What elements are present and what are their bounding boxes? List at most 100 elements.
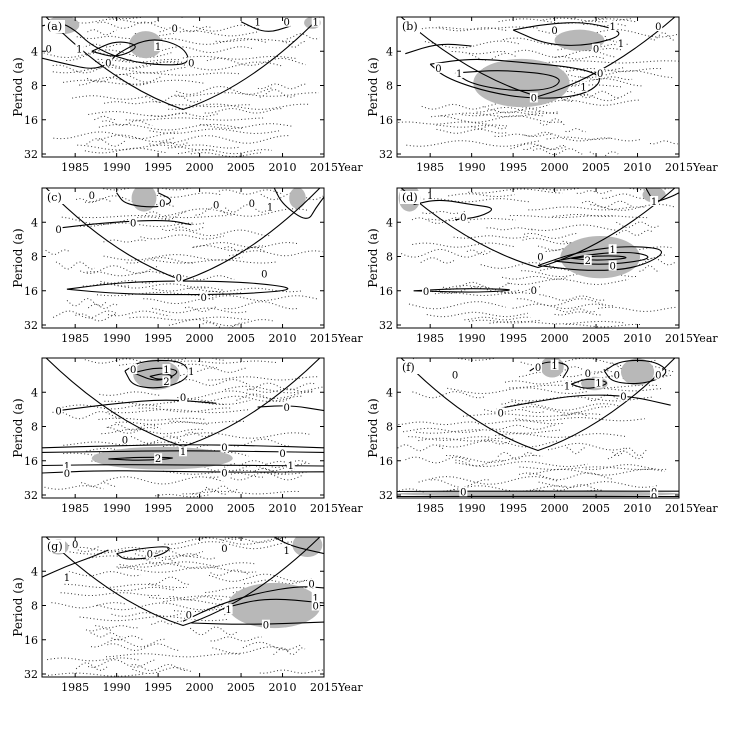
contour-label: 1 [427, 191, 433, 202]
negative-contour [90, 638, 165, 648]
negative-contour [616, 221, 659, 229]
contour-label: 0 [221, 443, 227, 454]
negative-contour [79, 76, 148, 86]
negative-contour [464, 316, 531, 321]
negative-contour [131, 663, 187, 672]
negative-contour [79, 615, 229, 622]
contour-label: 1 [267, 202, 273, 213]
contour-level-0 [42, 470, 324, 474]
negative-contour [140, 234, 225, 240]
y-tick-label: 8 [386, 251, 393, 264]
contour-label-bg [583, 255, 592, 266]
negative-contour [462, 413, 602, 418]
x-tick-label: 1995 [499, 502, 527, 515]
contour-label-bg [426, 189, 435, 200]
negative-contour [107, 310, 171, 317]
contour-level-1 [42, 464, 324, 467]
contour-label: 0 [201, 293, 207, 304]
contour-label: 0 [221, 469, 227, 480]
contour-label: 0 [221, 544, 227, 555]
contour-label-bg [654, 21, 663, 32]
contour-label-bg [62, 572, 71, 583]
negative-contour [212, 646, 290, 655]
plot-frame [396, 187, 680, 329]
negative-contour [107, 408, 251, 414]
negative-contour [168, 318, 275, 327]
x-tick-label: 1990 [458, 332, 486, 345]
y-tick-label: 4 [31, 386, 38, 399]
contour-label-bg [220, 467, 229, 478]
negative-contour [60, 592, 162, 597]
y-tick-label: 4 [31, 216, 38, 229]
y-tick-label: 16 [379, 455, 393, 468]
cone-of-influence [45, 188, 321, 282]
x-tick-label: 1990 [103, 161, 131, 174]
negative-contour [51, 602, 127, 609]
contour-label: 1 [313, 593, 319, 604]
contour-label: 0 [186, 611, 192, 622]
contour-label-bg [184, 609, 193, 620]
contour-level-0 [273, 188, 324, 219]
negative-contour [162, 226, 204, 232]
negative-contour [420, 257, 455, 264]
negative-contour [238, 460, 311, 469]
y-tick-label: 4 [31, 45, 38, 58]
contour-label-bg [550, 24, 559, 35]
panel-label: (g) [47, 540, 63, 553]
x-tick-label: 1990 [458, 161, 486, 174]
contour-label-bg [179, 446, 187, 457]
contour-label: 1 [76, 45, 82, 56]
panel-label: (b) [402, 20, 418, 33]
x-tick-label: 2005 [227, 502, 255, 515]
contour-level-2 [149, 373, 173, 380]
x-tick-label: 2000 [186, 332, 214, 345]
negative-contour [100, 279, 158, 284]
contour-label-bg [44, 43, 53, 54]
y-tick-label: 16 [24, 634, 38, 647]
negative-contour [566, 447, 588, 455]
panel-f: 0011010000000(f) 4 8 16 32 1985 1990 1995 2000 20… [379, 357, 718, 515]
x-tick-label: 1990 [103, 681, 131, 694]
negative-contour [405, 456, 472, 464]
significant-region [91, 446, 233, 470]
panel-label-bg [45, 191, 65, 204]
x-tick-label: 1985 [61, 681, 89, 694]
negative-contour [562, 411, 588, 417]
contour-label-bg [422, 285, 431, 296]
contour-label: 0 [452, 371, 458, 382]
negative-contour [86, 73, 163, 83]
negative-contour [565, 128, 586, 133]
negative-contour [243, 579, 316, 585]
contour-label: 1 [595, 379, 601, 390]
contour-label: 0 [180, 393, 186, 404]
contour-label: 0 [283, 18, 289, 29]
contour-label-bg [529, 92, 538, 103]
contour-label: 1 [225, 605, 231, 616]
negative-contour [422, 211, 466, 215]
negative-contour [215, 38, 296, 43]
negative-contour [538, 60, 679, 64]
contour-label-bg [563, 380, 572, 391]
contour-label-bg [62, 468, 71, 479]
contour-label-bg [54, 405, 63, 416]
plot-frame [41, 536, 325, 678]
negative-contour [537, 245, 582, 251]
contour-label-bg [612, 369, 621, 380]
panel-c: 0 0 0 0 0 0 1 0 0 0 (c) 4 8 16 32 1985 1990 1995 2000 2005 2… [24, 187, 363, 345]
contour-level-0 [42, 444, 324, 449]
negative-contour [400, 248, 486, 258]
negative-contour [431, 112, 559, 118]
contour-label-bg [187, 57, 196, 68]
negative-contour [512, 303, 604, 310]
panel-label-bg [400, 191, 420, 204]
negative-contour [97, 134, 177, 143]
negative-contour [447, 387, 587, 395]
negative-contour [175, 92, 319, 97]
panel-label: (c) [47, 191, 62, 204]
negative-contour [466, 249, 494, 256]
contour-label-bg [307, 578, 316, 589]
plot-frame [41, 187, 325, 329]
